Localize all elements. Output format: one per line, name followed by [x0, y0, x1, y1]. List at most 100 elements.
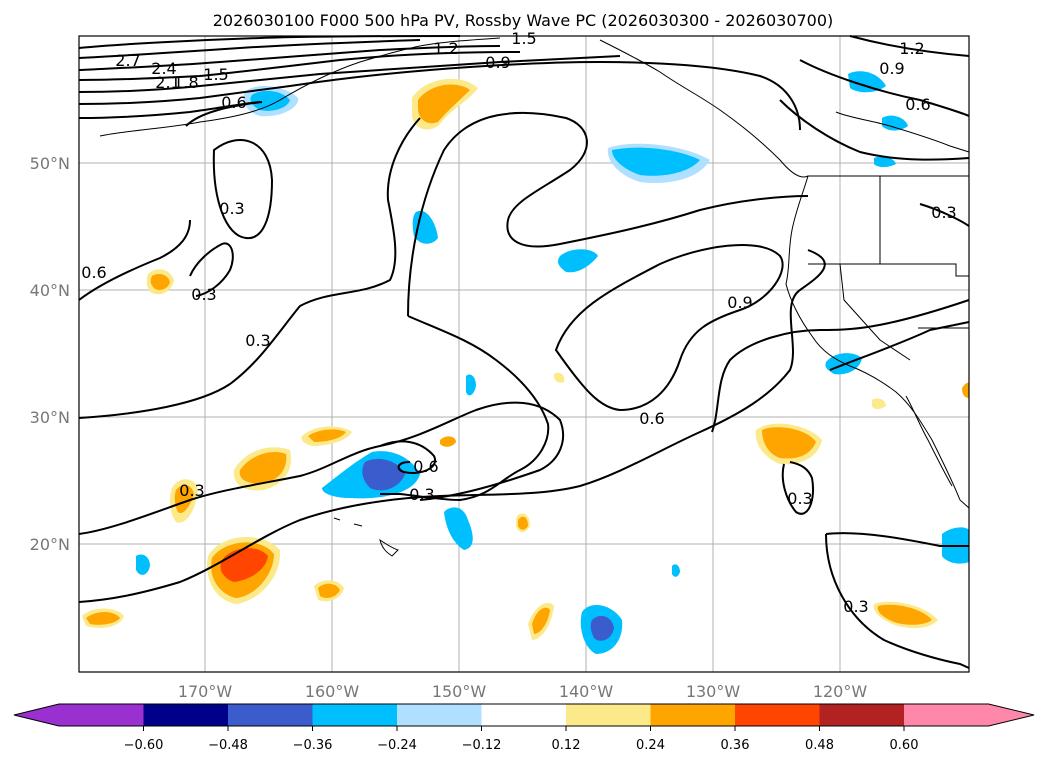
colorbar-tick: 0.24 — [636, 738, 665, 753]
pos-anomaly — [174, 485, 194, 514]
canada-inland — [835, 111, 970, 153]
contour-line — [825, 532, 969, 547]
pos-anomaly — [440, 436, 456, 447]
contour-line — [829, 321, 970, 371]
west-coast — [785, 175, 970, 509]
neg-anomaly — [882, 115, 908, 131]
contour-line — [799, 59, 970, 117]
neg-anomaly — [874, 156, 896, 167]
contour-line — [849, 35, 970, 57]
contour-line — [78, 39, 421, 59]
contour-label: 0.9 — [485, 53, 510, 72]
contour-line — [78, 117, 421, 419]
contour-label: 0.3 — [843, 597, 868, 616]
contour-label: 0.3 — [409, 485, 434, 504]
pos-anomaly — [762, 427, 816, 459]
neg-anomaly — [444, 507, 473, 550]
contours — [78, 35, 970, 669]
pos-anomaly — [418, 84, 470, 124]
contour-line — [78, 60, 801, 131]
hawaii — [353, 523, 363, 527]
hawaii — [333, 517, 341, 521]
lon-label: 160°W — [305, 682, 360, 701]
contour-labels: 2.7 2.4 2.1 1.8 1.5 1.2 1.5 0.9 0.6 1.2 … — [81, 29, 956, 616]
colorbar-segment — [228, 704, 313, 726]
lat-label: 50°N — [30, 154, 70, 173]
state-border — [808, 263, 969, 277]
contour-label: 0.3 — [179, 481, 204, 500]
lon-label: 170°W — [178, 682, 233, 701]
longitude-labels: 170°W 160°W 150°W 140°W 130°W 120°W — [178, 682, 868, 701]
contour-line — [78, 249, 826, 603]
contour-line — [919, 203, 970, 227]
colorbar-segment — [735, 704, 820, 726]
lat-label: 40°N — [30, 281, 70, 300]
colorbar-segment — [143, 704, 228, 726]
contour-line — [779, 99, 970, 161]
contour-label: 0.3 — [931, 203, 956, 222]
colorbar-segment — [566, 704, 651, 726]
contour-label: 0.9 — [727, 293, 752, 312]
neg-anomaly — [612, 147, 700, 176]
pos-anomaly — [872, 398, 886, 409]
hawaii — [379, 538, 399, 557]
neg-anomaly — [590, 615, 614, 641]
colorbar-segment — [481, 704, 566, 726]
contour-label: 0.6 — [413, 457, 438, 476]
pos-anomaly — [220, 548, 268, 582]
pos-anomaly — [532, 607, 550, 634]
colorbar-segment — [397, 704, 482, 726]
colorbar-tick: 0.60 — [890, 738, 919, 753]
aleutian-coast — [99, 37, 501, 137]
contour-line — [379, 440, 437, 474]
lon-label: 150°W — [432, 682, 487, 701]
contour-label: 2.1 — [155, 73, 180, 92]
contour-label: 0.3 — [245, 331, 270, 350]
pos-anomaly — [518, 516, 528, 530]
map-frame — [78, 35, 970, 673]
lat-label: 30°N — [30, 408, 70, 427]
colorbar-tick: −0.36 — [293, 738, 333, 753]
contour-label: 1.5 — [203, 65, 228, 84]
neg-anomaly — [558, 249, 598, 273]
pos-anomaly — [86, 612, 120, 625]
contour-label: 0.6 — [905, 95, 930, 114]
colorbar-segment — [819, 704, 904, 726]
colorbar-segment — [650, 704, 735, 726]
contour-label: 2.4 — [151, 59, 176, 78]
lon-label: 130°W — [686, 682, 741, 701]
colorbar-outline — [13, 703, 1035, 727]
pos-anomaly — [239, 451, 287, 484]
contour-label: 0.6 — [639, 409, 664, 428]
contour-line — [78, 401, 565, 535]
pos-anomaly — [554, 372, 565, 383]
contour-label: 0.3 — [787, 489, 812, 508]
neg-anomaly — [136, 554, 150, 575]
lon-label: 140°W — [559, 682, 614, 701]
colorbar: −0.60 −0.48 −0.36 −0.24 −0.12 0.12 0.24 … — [13, 703, 1035, 753]
contour-label: 0.6 — [81, 263, 106, 282]
neg-anomaly — [250, 90, 290, 111]
colorbar-tick: −0.24 — [377, 738, 417, 753]
contour-line — [212, 139, 274, 240]
neg-anomaly — [466, 374, 476, 396]
contour-label: 1.2 — [433, 39, 458, 58]
contour-line — [554, 244, 784, 412]
coastlines — [99, 37, 970, 557]
colorbar-tick: −0.12 — [462, 738, 502, 753]
contour-label: 0.6 — [221, 93, 246, 112]
pos-anomaly — [308, 429, 346, 442]
contour-line — [185, 101, 263, 127]
neg-anomaly — [848, 71, 886, 93]
contour-label: 2.7 — [115, 51, 140, 70]
neg-anomaly — [362, 458, 405, 491]
latitude-labels: 50°N 40°N 30°N 20°N — [30, 154, 70, 554]
colorbar-extend-max — [988, 704, 1034, 726]
neg-anomaly — [672, 564, 680, 577]
colorbar-segment — [312, 704, 397, 726]
contour-label: 1.8 — [173, 73, 198, 92]
contour-line — [78, 45, 501, 71]
contour-line — [78, 51, 521, 81]
contour-label: 0.9 — [879, 59, 904, 78]
